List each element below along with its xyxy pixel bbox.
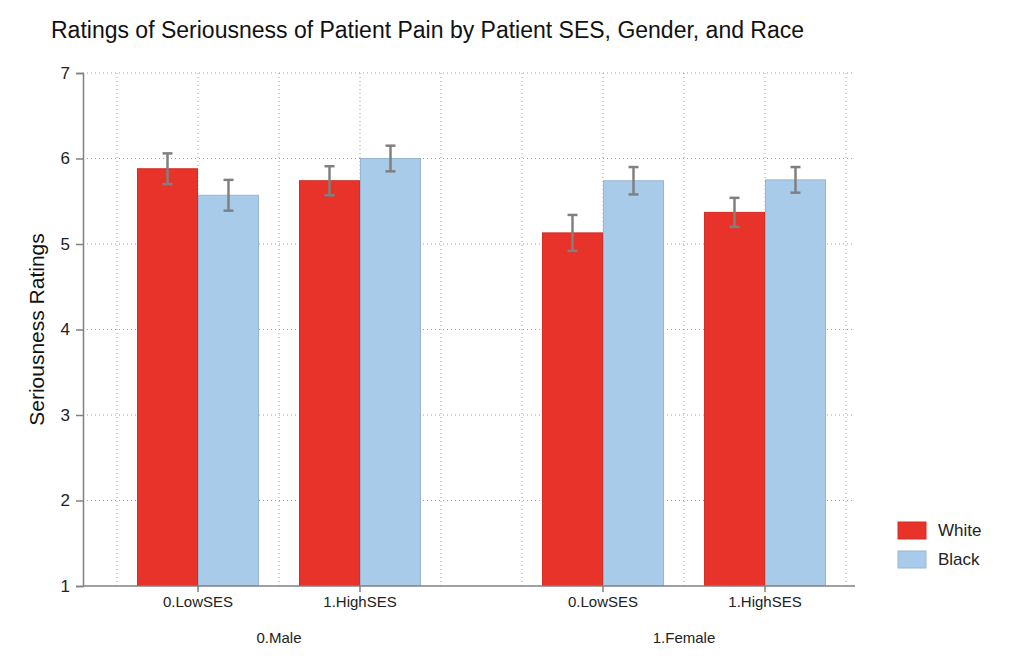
y-axis-title: Seriousness Ratings [25,233,48,426]
legend-label: Black [938,550,980,569]
error-bar [730,198,740,227]
y-tick-mark [76,73,83,75]
error-bar-cap [325,165,335,168]
y-axis: 1 2 3 4 5 6 7 [61,64,84,596]
error-bar [386,146,396,172]
bar [199,195,259,586]
bar [604,181,664,586]
error-bar-cap [629,193,639,196]
bar [766,180,826,586]
title: Ratings of Seriousness of Patient Pain b… [51,17,804,43]
x-axis-line [83,585,855,587]
y-tick: 2 [61,491,83,510]
error-bar-cap [730,226,740,229]
y-tick-mark [76,244,83,246]
error-bar-cap [163,152,173,155]
error-bar-cap [730,197,740,200]
y-tick-mark [76,415,83,417]
y-tick-mark [76,329,83,331]
x-tick-mark [602,586,604,592]
y-tick-mark [76,500,83,502]
error-bar [163,153,173,184]
y-tick-label: 2 [61,491,70,510]
error-bar-cap [568,250,578,253]
y-tick-label: 6 [61,149,70,168]
y-tick: 6 [61,149,83,168]
error-bar-stem [166,153,169,184]
legend-label: White [938,521,981,540]
bar [361,159,421,587]
error-bar-stem [794,167,797,193]
x-group-label: 0.Male [256,629,301,646]
y-tick: 1 [61,577,83,596]
x-tick-label: 1.HighSES [728,593,801,610]
legend-swatch [898,522,926,539]
y-grid-line [83,73,855,74]
y-tick-mark [76,586,83,588]
bar [300,181,360,586]
error-bar-cap [568,214,578,217]
y-tick-label: 1 [61,577,70,596]
error-bar-stem [328,166,331,195]
error-bar-stem [733,198,736,227]
error-bar [325,166,335,195]
error-bar-cap [629,166,639,169]
error-bar-cap [224,209,234,212]
grid [83,73,855,586]
y-tick: 7 [61,64,83,83]
error-bar-cap [325,194,335,197]
chart: 1 2 3 4 5 6 7 0.LowSES 1.HighSES 0.LowSES 1.HighSE… [0,0,1024,660]
legend: White Black [898,521,981,569]
y-tick-label: 3 [61,406,70,425]
error-bar [224,180,234,211]
error-bar [568,215,578,251]
error-bar-cap [791,166,801,169]
error-bar-cap [386,170,396,173]
legend-swatch [898,551,926,568]
x-tick-label: 1.HighSES [323,593,396,610]
x-grid-line [522,73,523,586]
x-grid-line [846,73,847,586]
x-tick-mark [197,586,199,592]
y-axis-line [76,74,84,587]
error-bar-cap [163,183,173,186]
y-tick-label: 5 [61,235,70,254]
error-bar-stem [571,215,574,251]
x-grid-line [117,73,118,586]
x-group-label: 1.Female [653,629,716,646]
error-bar-cap [386,144,396,147]
bar [543,233,603,586]
error-bar-cap [791,191,801,194]
bar [705,212,765,586]
error-bar-stem [632,167,635,194]
x-tick-label: 0.LowSES [163,593,233,610]
error-bar [629,167,639,194]
x-grid-line [684,73,685,586]
y-tick: 3 [61,406,83,425]
y-tick-mark [76,158,83,160]
y-tick-label: 4 [61,320,70,339]
bar [138,169,198,586]
y-tick: 4 [61,320,83,339]
y-grid-line [83,158,855,159]
x-axis: 0.LowSES 1.HighSES 0.LowSES 1.HighSES 0.Male… [83,586,855,646]
y-tick-label: 7 [61,64,70,83]
x-tick-label: 0.LowSES [568,593,638,610]
error-bar-stem [227,180,230,211]
x-grid-line [441,73,442,586]
x-tick-mark [764,586,766,592]
x-grid-line [279,73,280,586]
error-bar-cap [224,179,234,182]
bars [138,146,826,586]
y-tick: 5 [61,235,83,254]
error-bar [791,167,801,193]
error-bar-stem [389,146,392,172]
x-tick-mark [359,586,361,592]
